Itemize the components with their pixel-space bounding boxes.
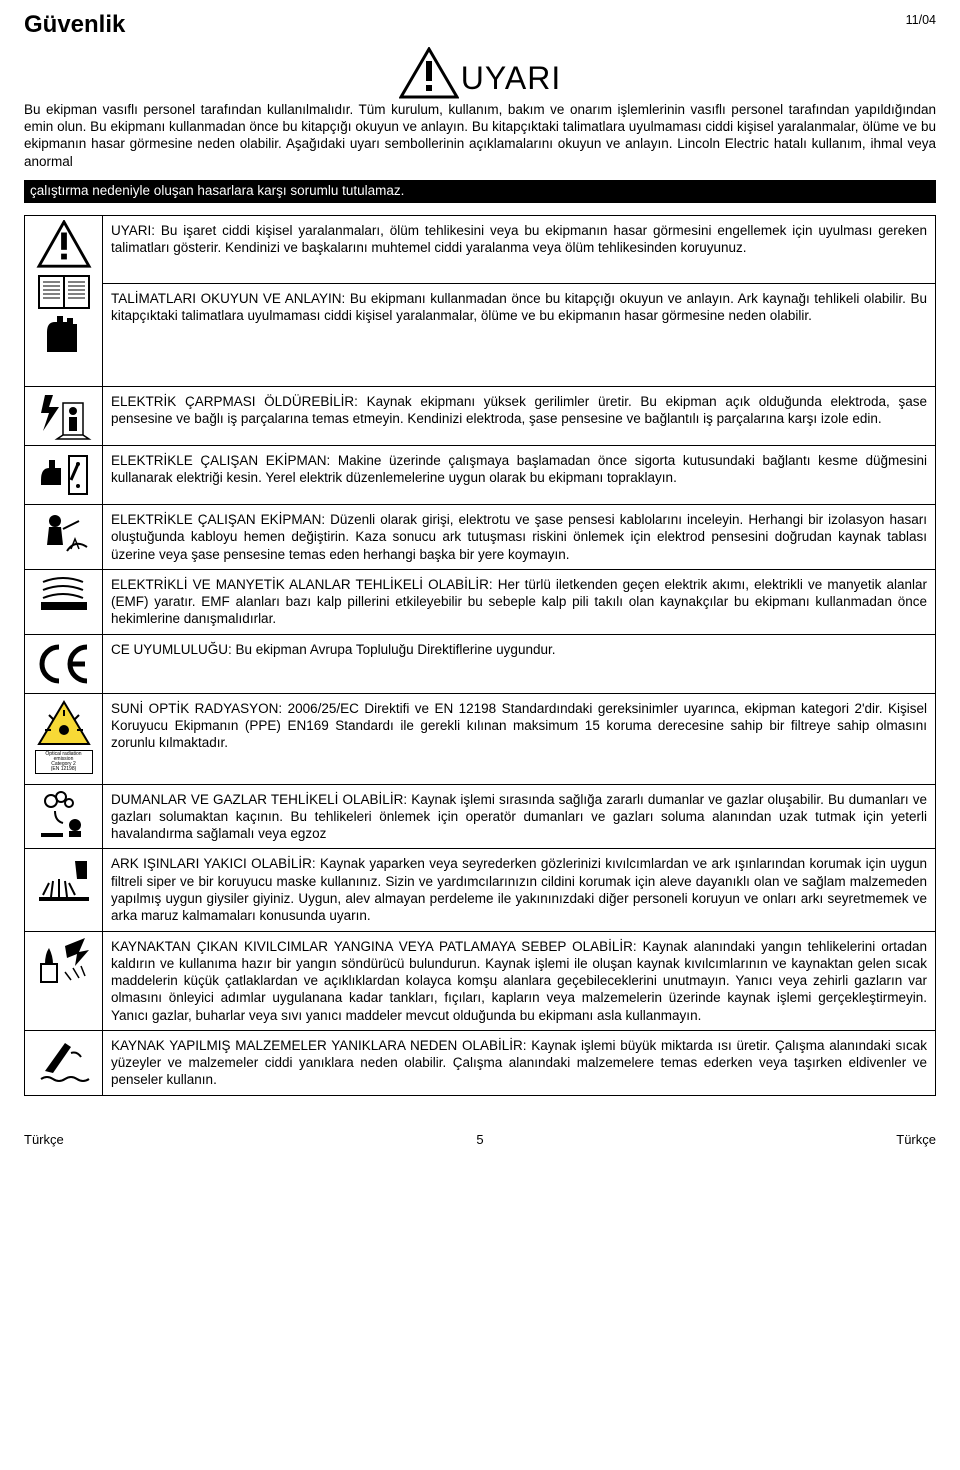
row-text: SUNİ OPTİK RADYASYON: 2006/25/EC Direkti… [103,694,935,784]
revision-label: 11/04 [906,12,936,28]
row-text: CE UYUMLULUĞU: Bu ekipman Avrupa Toplulu… [103,635,563,693]
row-text: ARK IŞINLARI YAKICI OLABİLİR: Kaynak yap… [103,849,935,930]
warning-triangle-icon [35,220,93,270]
table-row: DUMANLAR VE GAZLAR TEHLİKELİ OLABİLİR: K… [25,785,935,850]
row-text: ELEKTRİKLE ÇALIŞAN EKİPMAN: Makine üzeri… [103,446,935,504]
row-text: DUMANLAR VE GAZLAR TEHLİKELİ OLABİLİR: K… [103,785,935,849]
row-text: TALİMATLARI OKUYUN VE ANLAYIN: Bu ekipma… [103,284,935,384]
page-footer: Türkçe 5 Türkçe [24,1132,936,1149]
page-title: Güvenlik [24,10,125,41]
optical-category-label: Optical radiation emissionCategory 2(EN … [35,750,93,774]
hot-material-icon [35,1035,93,1085]
emf-icon [35,574,93,614]
row-text: KAYNAKTAN ÇIKAN KIVILCIMLAR YANGINA VEYA… [103,932,935,1030]
footer-right: Türkçe [896,1132,936,1149]
row-text: UYARI: Bu işaret ciddi kişisel yaralanma… [103,216,935,284]
inspect-cable-icon [35,509,93,559]
table-row: KAYNAK YAPILMIŞ MALZEMELER YANIKLARA NED… [25,1031,935,1095]
table-row: ELEKTRİK ÇARPMASI ÖLDÜREBİLİR: Kaynak ek… [25,387,935,446]
disconnect-switch-icon [35,450,93,500]
warning-heading: UYARI [24,47,936,99]
header: Güvenlik 11/04 [24,10,936,47]
black-band: çalıştırma nedeniyle oluşan hasarlara ka… [24,180,936,203]
optical-radiation-icon [35,698,93,748]
arc-rays-icon [35,853,93,903]
electric-shock-icon [35,391,93,441]
row-text: KAYNAK YAPILMIŞ MALZEMELER YANIKLARA NED… [103,1031,935,1095]
table-row: ELEKTRİKLE ÇALIŞAN EKİPMAN: Makine üzeri… [25,446,935,505]
hand-icon [35,314,93,354]
intro-paragraph: Bu ekipman vasıflı personel tarafından k… [24,101,936,170]
footer-page-number: 5 [476,1132,483,1149]
row-text: ELEKTRİKLE ÇALIŞAN EKİPMAN: Düzenli olar… [103,505,935,569]
table-row: Optical radiation emissionCategory 2(EN … [25,694,935,785]
table-row: ELEKTRİKLE ÇALIŞAN EKİPMAN: Düzenli olar… [25,505,935,570]
table-row: ARK IŞINLARI YAKICI OLABİLİR: Kaynak yap… [25,849,935,931]
table-row: CE UYUMLULUĞU: Bu ekipman Avrupa Toplulu… [25,635,935,694]
table-row: ELEKTRİKLİ VE MANYETİK ALANLAR TEHLİKELİ… [25,570,935,635]
warning-triangle-icon [399,47,459,99]
row-text: ELEKTRİK ÇARPMASI ÖLDÜREBİLİR: Kaynak ek… [103,387,935,445]
ce-mark-icon [35,639,93,689]
safety-table: UYARI: Bu işaret ciddi kişisel yaralanma… [24,215,936,1096]
table-row: UYARI: Bu işaret ciddi kişisel yaralanma… [25,216,935,387]
row-text: ELEKTRİKLİ VE MANYETİK ALANLAR TEHLİKELİ… [103,570,935,634]
table-row: KAYNAKTAN ÇIKAN KIVILCIMLAR YANGINA VEYA… [25,932,935,1031]
footer-left: Türkçe [24,1132,64,1149]
warning-word: UYARI [461,58,561,99]
book-icon [35,272,93,312]
fumes-icon [35,789,93,839]
fire-explosion-icon [35,936,93,986]
